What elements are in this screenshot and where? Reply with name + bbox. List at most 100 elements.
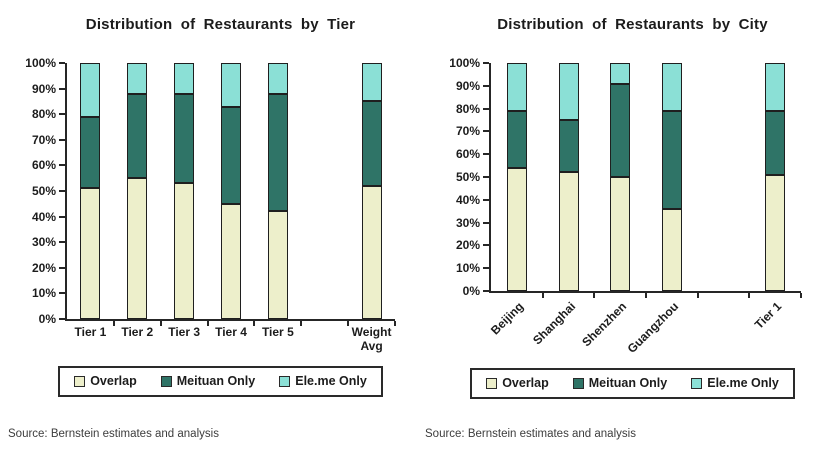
bar-segment-meituan-only	[221, 106, 241, 204]
legend-label: Meituan Only	[588, 376, 668, 390]
bar-segment-meituan-only	[174, 93, 195, 184]
x-axis-tick	[159, 321, 162, 326]
x-axis-label: Beijing	[487, 299, 527, 338]
x-axis-label: Shanghai	[529, 299, 578, 348]
x-axis-tick	[696, 293, 699, 298]
y-axis-label: 60%	[455, 147, 480, 162]
y-axis-tick	[483, 153, 489, 156]
y-axis-label: 90%	[31, 81, 56, 96]
y-axis-tick	[483, 62, 489, 64]
bar-tier-5	[267, 63, 288, 319]
bar-segment-overlap	[558, 172, 579, 291]
y-axis-label: 70%	[31, 132, 56, 147]
plot-wrap: 0% 10% 20% 30% 40% 50% 60% 70% 80% 90% 100% Tier 1 T…	[25, 56, 396, 353]
legend: Overlap Meituan Only Ele.me Only	[38, 366, 403, 397]
bar-segment-meituan-only	[361, 101, 382, 186]
x-axis-label: Tier 1	[751, 299, 785, 332]
y-axis-tick	[483, 198, 489, 201]
bar-tier-3	[174, 63, 195, 319]
bar-segment-ele-me-only	[80, 63, 101, 117]
bar-segment-meituan-only	[661, 110, 682, 209]
y-axis-label: 0%	[462, 284, 480, 298]
y-axis-tick	[59, 292, 65, 295]
bar-segment-ele-me-only	[765, 63, 786, 111]
y-axis-tick	[59, 190, 65, 192]
bar-segment-ele-me-only	[506, 63, 527, 111]
bar-tier-2	[127, 63, 148, 319]
x-axis-label: Shenzhen	[579, 299, 630, 350]
x-axis-label: Tier 2	[121, 325, 154, 339]
bar-segment-ele-me-only	[610, 63, 631, 84]
x-axis-tick	[541, 293, 544, 298]
y-axis-tick	[483, 267, 489, 270]
x-axis-tick	[347, 321, 350, 326]
y-axis-tick	[59, 266, 65, 269]
legend-box: Overlap Meituan Only Ele.me Only	[58, 366, 383, 397]
bar-segment-ele-me-only	[558, 63, 579, 120]
legend-item-ele-me-only: Ele.me Only	[279, 374, 367, 388]
bar-segment-meituan-only	[765, 110, 786, 175]
y-axis-tick	[483, 176, 489, 178]
y-axis-label: 20%	[31, 260, 56, 275]
legend-swatch-overlap	[486, 377, 498, 389]
bar-segment-ele-me-only	[221, 63, 241, 107]
chart-title: Distribution of Restaurants by City	[497, 16, 768, 33]
chart-panel-tier: Distribution of Restaurants by Tier 0% 10…	[8, 8, 408, 453]
legend-item-meituan-only: Meituan Only	[572, 376, 668, 390]
legend-item-meituan-only: Meituan Only	[160, 374, 255, 388]
plot-wrap: 0% 10% 20% 30% 40% 50% 60% 70% 80% 90% 100% Beijing…	[449, 56, 802, 356]
x-axis-tick	[394, 321, 396, 326]
y-axis-tick	[483, 84, 489, 87]
bar-segment-overlap	[361, 185, 382, 319]
y-axis-tick	[59, 62, 65, 64]
y-axis-tick	[59, 87, 65, 90]
x-axis-tick	[112, 321, 115, 326]
y-axis-label: 0%	[38, 312, 56, 326]
bar-segment-meituan-only	[610, 83, 631, 177]
bar-segment-ele-me-only	[661, 63, 682, 111]
legend-label: Overlap	[90, 374, 137, 388]
plot-area: 0% 10% 20% 30% 40% 50% 60% 70% 80% 90% 100% Beijing…	[449, 56, 802, 356]
y-axis-label: 60%	[31, 158, 56, 173]
bar-weight-avg	[361, 63, 382, 319]
bar-shanghai	[558, 63, 579, 291]
bar-segment-overlap	[267, 211, 288, 319]
legend-swatch-meituan-only	[160, 375, 172, 387]
x-axis-tick	[645, 293, 647, 298]
x-axis-tick	[253, 321, 256, 326]
y-axis-label: 40%	[31, 209, 56, 224]
y-axis-tick	[483, 130, 489, 133]
bar-segment-overlap	[174, 183, 195, 319]
legend-swatch-ele-me-only	[279, 375, 291, 387]
y-axis-label: 80%	[31, 107, 56, 122]
y-axis-tick	[483, 107, 489, 110]
y-axis-tick	[59, 215, 65, 218]
bar-segment-meituan-only	[267, 93, 288, 212]
y-axis-label: 20%	[455, 238, 480, 253]
y-axis-label: 90%	[455, 78, 480, 93]
legend-label: Ele.me Only	[707, 376, 779, 390]
y-axis-tick	[483, 221, 489, 224]
legend-item-ele-me-only: Ele.me Only	[691, 376, 779, 390]
y-axis-tick	[59, 164, 65, 167]
y-axis-tick	[483, 244, 489, 247]
legend: Overlap Meituan Only Ele.me Only	[455, 368, 810, 399]
y-axis-tick	[59, 113, 65, 116]
x-axis-label: Tier 4	[215, 325, 247, 339]
x-axis-label: Tier 3	[168, 325, 201, 339]
x-axis-tick	[800, 293, 802, 298]
bar-segment-ele-me-only	[174, 63, 195, 94]
bar-shenzhen	[610, 63, 631, 291]
bar-tier-4	[221, 63, 241, 319]
bar-segment-meituan-only	[127, 93, 148, 179]
chart-title: Distribution of Restaurants by Tier	[85, 16, 356, 33]
y-axis-label: 40%	[455, 192, 480, 207]
chart-panel-city: Distribution of Restaurants by City 0% 10…	[425, 8, 815, 453]
legend-box: Overlap Meituan Only Ele.me Only	[470, 368, 795, 399]
bar-tier-1	[80, 63, 101, 319]
legend-label: Ele.me Only	[295, 374, 367, 388]
x-axis-tick	[206, 321, 209, 326]
legend-swatch-overlap	[74, 375, 86, 387]
bar-segment-meituan-only	[506, 110, 527, 168]
bar-segment-overlap	[221, 203, 241, 319]
